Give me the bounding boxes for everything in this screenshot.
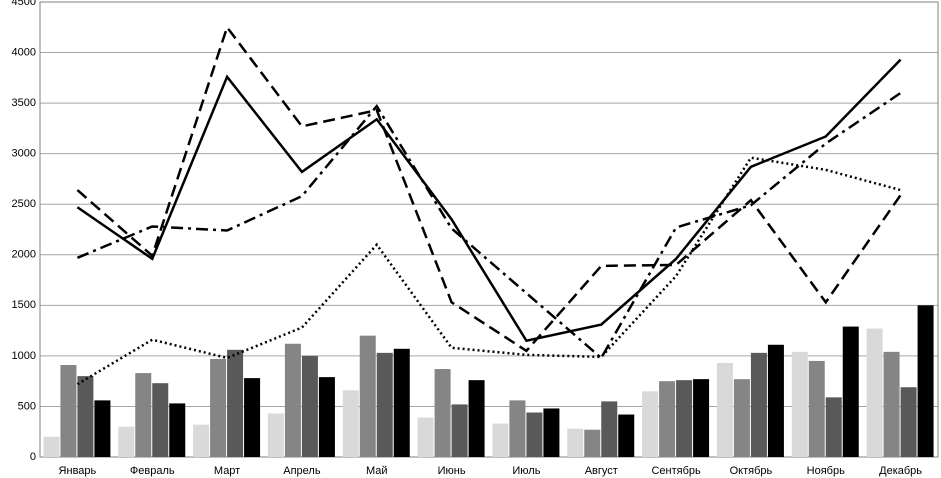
bar xyxy=(883,351,900,457)
y-tick-label: 4000 xyxy=(12,46,36,58)
y-tick-label: 3500 xyxy=(12,97,36,109)
x-tick-label: Апрель xyxy=(283,465,321,477)
bar xyxy=(284,343,301,457)
bar xyxy=(601,401,618,457)
bar xyxy=(492,423,509,457)
bar xyxy=(750,352,767,457)
bar xyxy=(451,404,468,457)
line xyxy=(76,91,902,360)
x-tick-label: Ноябрь xyxy=(807,465,845,477)
bar xyxy=(301,355,318,457)
bar xyxy=(318,377,335,457)
x-tick-label: Декабрь xyxy=(879,465,922,477)
line xyxy=(76,156,901,386)
bar xyxy=(152,383,169,457)
x-tick-label: Май xyxy=(366,465,388,477)
bar xyxy=(917,305,934,457)
y-tick-label: 4500 xyxy=(12,0,36,8)
plot-frame xyxy=(39,1,939,458)
x-tick-label: Январь xyxy=(59,465,97,477)
bar xyxy=(767,344,784,457)
bar xyxy=(468,380,485,457)
bar xyxy=(733,379,750,457)
bar xyxy=(118,426,135,457)
bar xyxy=(825,397,842,457)
bar xyxy=(659,381,676,457)
bar xyxy=(509,400,526,457)
line xyxy=(76,24,902,353)
bar xyxy=(417,417,434,457)
bar xyxy=(618,414,635,457)
x-tick-label: Июнь xyxy=(438,465,466,477)
bar xyxy=(227,349,244,457)
bar xyxy=(693,379,710,457)
y-tick-label: 3000 xyxy=(12,148,36,160)
bar xyxy=(94,400,111,457)
y-tick-label: 2500 xyxy=(12,198,36,210)
y-tick-label: 1500 xyxy=(12,299,36,311)
bar xyxy=(866,328,883,457)
bar xyxy=(900,387,917,457)
bar xyxy=(642,391,659,457)
bar xyxy=(526,412,543,457)
bar xyxy=(169,403,186,457)
x-tick-label: Сентябрь xyxy=(651,465,701,477)
bar xyxy=(434,369,451,457)
x-tick-label: Февраль xyxy=(130,465,175,477)
bar xyxy=(543,408,560,457)
bar xyxy=(342,390,359,457)
bar xyxy=(43,436,60,457)
bar xyxy=(210,358,227,457)
bar xyxy=(77,376,94,457)
bar xyxy=(567,428,584,457)
bar xyxy=(393,348,410,457)
bar xyxy=(135,373,152,457)
x-tick-label: Октябрь xyxy=(730,465,773,477)
bar xyxy=(808,360,825,457)
bar xyxy=(791,351,808,457)
bar xyxy=(584,429,601,457)
x-tick-label: Июль xyxy=(512,465,540,477)
bar xyxy=(60,364,77,457)
line xyxy=(76,58,902,343)
y-tick-label: 1000 xyxy=(12,350,36,362)
bar xyxy=(716,362,733,457)
bar xyxy=(359,335,376,457)
y-tick-label: 0 xyxy=(30,451,36,463)
bar xyxy=(244,378,261,457)
bar xyxy=(376,352,393,457)
bar xyxy=(193,424,210,457)
y-tick-label: 2000 xyxy=(12,249,36,261)
bar xyxy=(267,413,284,457)
x-tick-label: Август xyxy=(585,465,618,477)
bar xyxy=(842,326,859,457)
y-tick-label: 500 xyxy=(18,400,36,412)
bar xyxy=(676,380,693,457)
x-tick-label: Март xyxy=(214,465,240,477)
